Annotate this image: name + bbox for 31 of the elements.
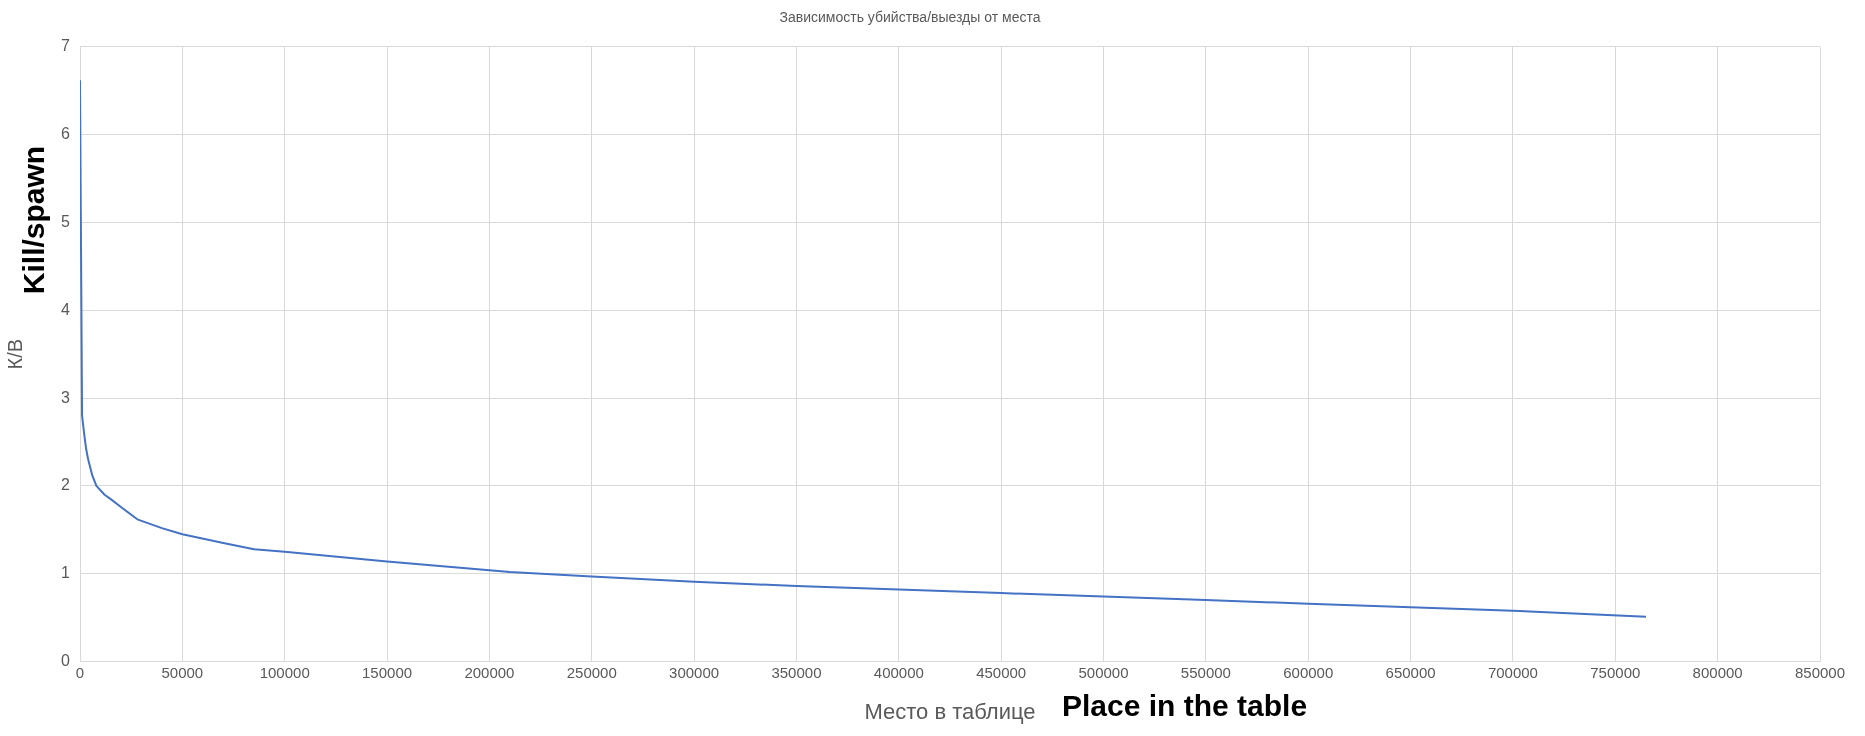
y-tick-label: 0 — [61, 652, 71, 670]
x-tick-label: 350000 — [771, 663, 822, 681]
x-tick-label: 650000 — [1385, 663, 1436, 681]
x-tick-label: 550000 — [1180, 663, 1231, 681]
y-tick-label: 4 — [61, 300, 71, 318]
x-tick-label: 750000 — [1590, 663, 1641, 681]
x-tick-label: 400000 — [873, 663, 924, 681]
x-tick-label: 300000 — [669, 663, 720, 681]
x-axis-title: Место в таблице — [864, 698, 1036, 724]
y-tick-label: 7 — [61, 37, 71, 55]
x-tick-label: 450000 — [976, 663, 1027, 681]
x-tick-label: 100000 — [259, 663, 310, 681]
x-tick-label: 850000 — [1794, 663, 1846, 681]
x-tick-label: 0 — [75, 663, 85, 681]
y-tick-label: 1 — [61, 564, 71, 582]
x-tick-label: 250000 — [566, 663, 617, 681]
y-tick-label: 3 — [61, 388, 71, 406]
y-tick-label: 5 — [61, 212, 71, 230]
y-tick-label: 6 — [61, 125, 71, 143]
chart-title: Зависимость убийства/выезды от места — [779, 9, 1041, 26]
x-tick-label: 50000 — [161, 663, 204, 681]
x-tick-label: 800000 — [1692, 663, 1743, 681]
text: Kill/spawn — [17, 145, 51, 295]
y-tick-label: 2 — [61, 476, 71, 494]
x-tick-label: 700000 — [1487, 663, 1538, 681]
x-tick-label: 500000 — [1078, 663, 1129, 681]
y-axis-title: К/В — [3, 338, 26, 370]
x-tick-label: 600000 — [1283, 663, 1334, 681]
x-tick-label: 150000 — [362, 663, 413, 681]
x-tick-label: 200000 — [464, 663, 515, 681]
text: Place in the table — [1062, 689, 1308, 723]
